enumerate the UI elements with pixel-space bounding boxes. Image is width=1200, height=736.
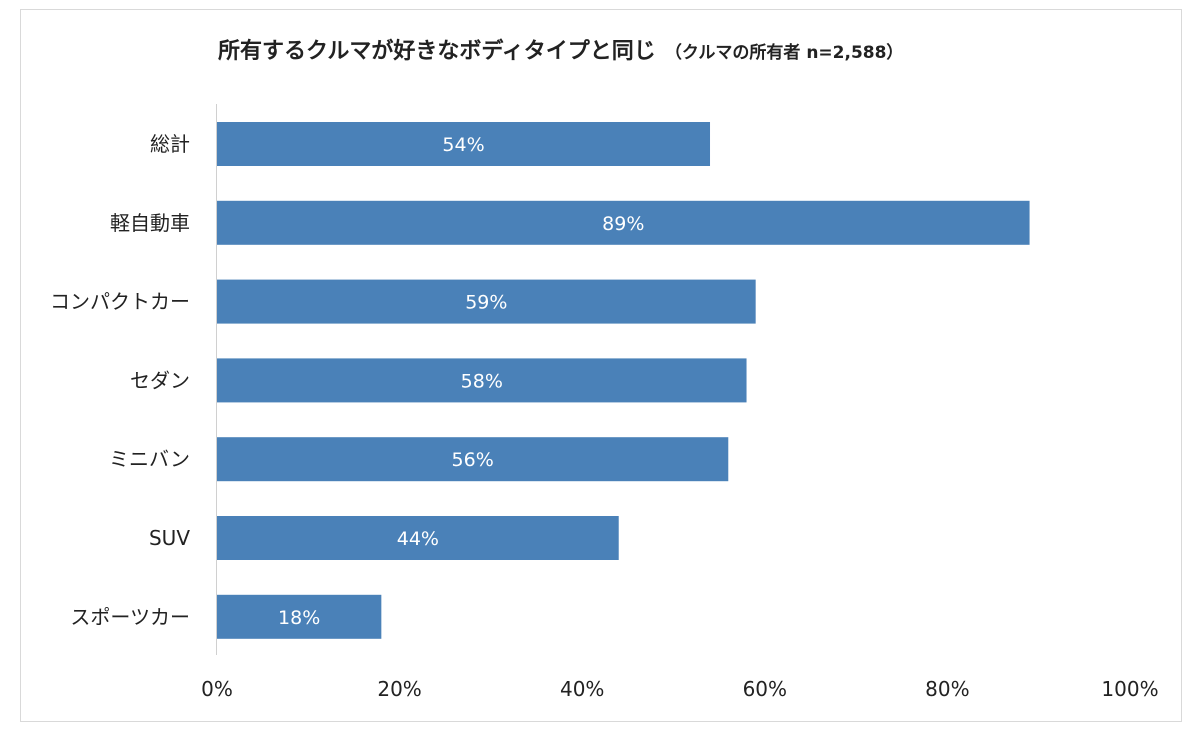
bars-group <box>217 122 1030 639</box>
data-label: 54% <box>442 134 484 156</box>
x-tick-label: 100% <box>1101 677 1158 701</box>
bar-3 <box>217 358 747 403</box>
bar-4 <box>217 437 729 482</box>
chart-subtitle: （クルマの所有者 n=2,588） <box>665 42 904 63</box>
data-label: 89% <box>602 213 644 235</box>
x-tick-label: 60% <box>743 677 787 701</box>
category-label: コンパクトカー <box>50 290 190 314</box>
bar-0 <box>217 122 711 166</box>
bar-5 <box>217 516 619 560</box>
data-label: 44% <box>397 528 439 550</box>
category-label: SUV <box>149 526 190 550</box>
data-labels-group: 54% 89% 59% 58% 56% 44% 18% <box>278 134 644 629</box>
data-label: 58% <box>461 370 503 392</box>
category-label: 軽自動車 <box>110 211 190 235</box>
x-tick-label: 0% <box>201 677 233 701</box>
category-label: スポーツカー <box>70 605 190 629</box>
category-label: セダン <box>130 368 190 392</box>
category-label: 総計 <box>150 132 190 156</box>
data-label: 59% <box>465 292 507 314</box>
bar-6 <box>217 594 382 639</box>
x-tick-labels-group: 0% 20% 40% 60% 80% 100% <box>201 677 1158 701</box>
data-label: 56% <box>452 449 494 471</box>
chart-title-main: 所有するクルマが好きなボディタイプと同じ <box>218 38 656 64</box>
x-tick-label: 80% <box>925 677 969 701</box>
x-tick-label: 40% <box>560 677 604 701</box>
data-label: 18% <box>278 607 320 629</box>
x-tick-label: 20% <box>377 677 421 701</box>
bar-2 <box>217 279 756 324</box>
category-label: ミニバン <box>109 447 190 471</box>
chart-title: 所有するクルマが好きなボディタイプと同じ （クルマの所有者 n=2,588） <box>218 38 903 64</box>
bar-1 <box>217 200 1030 245</box>
